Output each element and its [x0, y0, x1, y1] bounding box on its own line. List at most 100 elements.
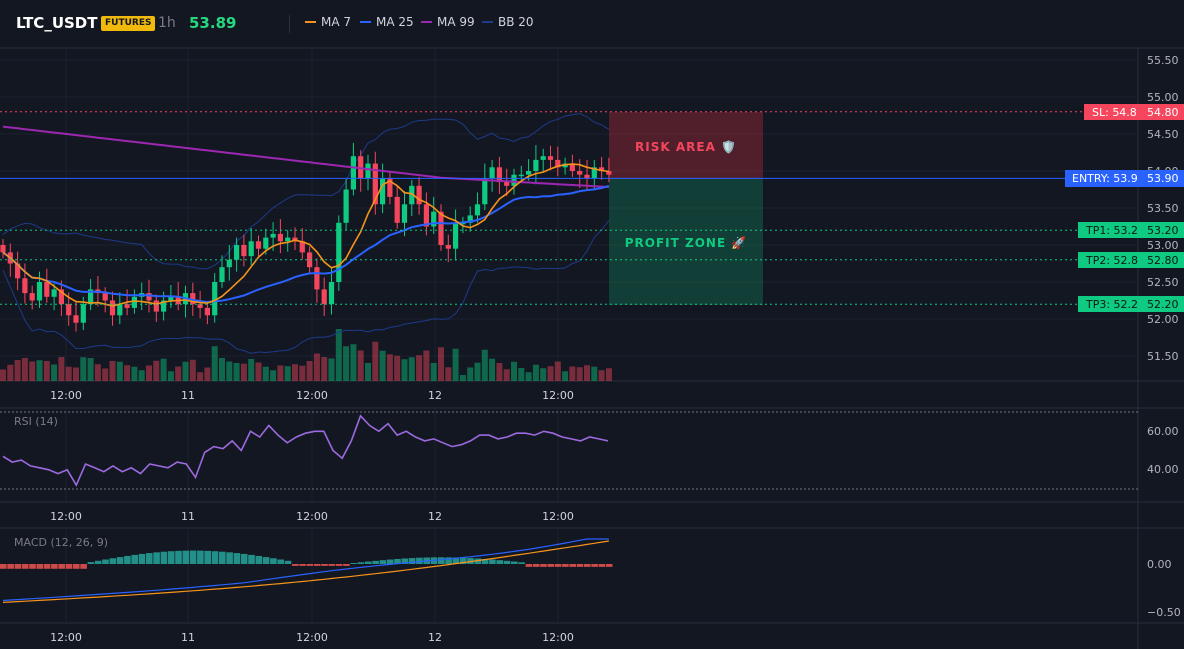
- timeframe-label[interactable]: 1h: [158, 15, 176, 31]
- candle-body: [336, 222, 342, 282]
- time-tick: 12:00: [542, 510, 574, 523]
- candle-body: [511, 174, 517, 186]
- candle-body: [584, 174, 590, 179]
- tp3-label: TP3: 52.2: [1085, 298, 1138, 311]
- macd-histogram-bar: [102, 559, 109, 564]
- volume-bar: [365, 363, 371, 381]
- rsi-tick: 60.00: [1147, 425, 1179, 438]
- entry-tag[interactable]: ENTRY: 53.9 53.90: [1065, 170, 1184, 187]
- volume-bar: [255, 362, 262, 381]
- sl-tag[interactable]: SL: 54.8 54.80: [1084, 104, 1184, 120]
- candle-body: [44, 282, 50, 297]
- time-axis-rsi[interactable]: 12:00 11 12:00 12 12:00: [50, 510, 574, 523]
- volume-bar: [131, 366, 138, 381]
- macd-histogram-bar: [576, 564, 584, 567]
- macd-histogram-bar: [80, 564, 87, 569]
- macd-histogram-bar: [459, 557, 467, 564]
- macd-histogram-bar: [65, 564, 73, 569]
- candle-body: [547, 156, 554, 160]
- candle-body: [467, 215, 473, 223]
- time-tick: 12: [428, 510, 442, 523]
- volume-bar: [29, 361, 36, 381]
- legend-bb20[interactable]: BB 20: [482, 15, 534, 29]
- volume-bar: [182, 361, 189, 381]
- volume-bar: [160, 358, 167, 381]
- volume-bar: [211, 346, 218, 381]
- candle-body: [380, 178, 386, 205]
- tp2-tag[interactable]: TP2: 52.8 52.80: [1078, 252, 1184, 268]
- candle-body: [496, 167, 502, 183]
- macd-histogram-bar: [58, 564, 65, 569]
- candle-body: [409, 185, 415, 205]
- macd-histogram-bar: [153, 552, 160, 564]
- candle-body: [36, 282, 43, 301]
- legend-ma99[interactable]: MA 99: [421, 15, 475, 29]
- macd-histogram-bar: [540, 564, 547, 567]
- macd-histogram-bar: [379, 560, 387, 564]
- volume-bar: [562, 371, 569, 381]
- candle-body: [161, 300, 167, 312]
- tp3-tag[interactable]: TP3: 52.2 52.20: [1078, 296, 1184, 312]
- volume-bar: [525, 372, 532, 381]
- candle-body: [124, 304, 130, 308]
- volume-bar: [14, 360, 21, 381]
- candle-body: [314, 267, 320, 290]
- volume-bar: [459, 375, 466, 381]
- tp2-price: 52.80: [1147, 254, 1179, 267]
- candle-body: [197, 304, 203, 308]
- volume-bar: [423, 350, 430, 381]
- volume-bar: [284, 366, 291, 381]
- ma25-line: [2, 184, 610, 304]
- time-axis-main[interactable]: 12:00 11 12:00 12 12:00: [50, 389, 574, 402]
- candle-body: [15, 263, 21, 279]
- volume-bar: [394, 355, 401, 381]
- candle-body: [168, 296, 174, 301]
- macd-histogram-bar: [160, 551, 168, 564]
- tp1-tag[interactable]: TP1: 53.2 53.20: [1078, 222, 1184, 238]
- macd-histogram-bar: [357, 562, 365, 564]
- symbol-name[interactable]: LTC_USDT: [16, 14, 98, 32]
- profit-zone: [609, 179, 763, 305]
- volume-bar: [87, 358, 94, 381]
- macd-histogram-bar: [554, 564, 562, 567]
- candle-body: [365, 163, 371, 179]
- volume-bar: [94, 364, 101, 381]
- volume-bar: [51, 364, 58, 381]
- candle-body: [372, 163, 378, 205]
- volume-bar: [554, 361, 561, 381]
- macd-histogram-bar: [328, 564, 336, 566]
- macd-histogram-bar: [605, 564, 613, 567]
- time-tick: 12:00: [296, 631, 328, 644]
- volume-bar: [503, 369, 510, 381]
- macd-histogram-bar: [255, 555, 263, 564]
- volume-bar: [146, 365, 152, 381]
- macd-histogram-bar: [372, 560, 379, 564]
- volume-bar: [21, 358, 28, 381]
- volume-bar: [401, 359, 408, 381]
- sl-tag-bg: [1084, 104, 1184, 120]
- macd-histogram-bar: [343, 564, 350, 566]
- macd-histogram-bar: [87, 562, 95, 564]
- macd-histogram-bar: [14, 564, 22, 569]
- volume-bar: [240, 363, 247, 381]
- candle-body: [190, 293, 196, 305]
- volume-bar: [605, 368, 612, 381]
- legend-ma7[interactable]: MA 7: [305, 15, 351, 29]
- tp1-label: TP1: 53.2: [1085, 224, 1138, 237]
- legend-ma25[interactable]: MA 25: [360, 15, 414, 29]
- macd-histogram-bar: [284, 560, 292, 564]
- volume-bar: [598, 370, 605, 381]
- time-axis-macd[interactable]: 12:00 11 12:00 12 12:00: [50, 631, 574, 644]
- volume-bar: [0, 369, 6, 381]
- price-axis[interactable]: 55.50 55.00 54.50 54.00 53.50 53.00 52.5…: [1147, 54, 1179, 363]
- macd-histogram-bar: [438, 557, 445, 564]
- volume-bar: [197, 372, 204, 381]
- volume-bar: [124, 365, 131, 381]
- tp3-price: 52.20: [1147, 298, 1179, 311]
- sl-price: 54.80: [1147, 106, 1179, 119]
- candle-body: [489, 167, 495, 179]
- macd-histogram-bar: [94, 560, 102, 564]
- candle-body: [146, 293, 152, 301]
- candle-body: [474, 204, 481, 216]
